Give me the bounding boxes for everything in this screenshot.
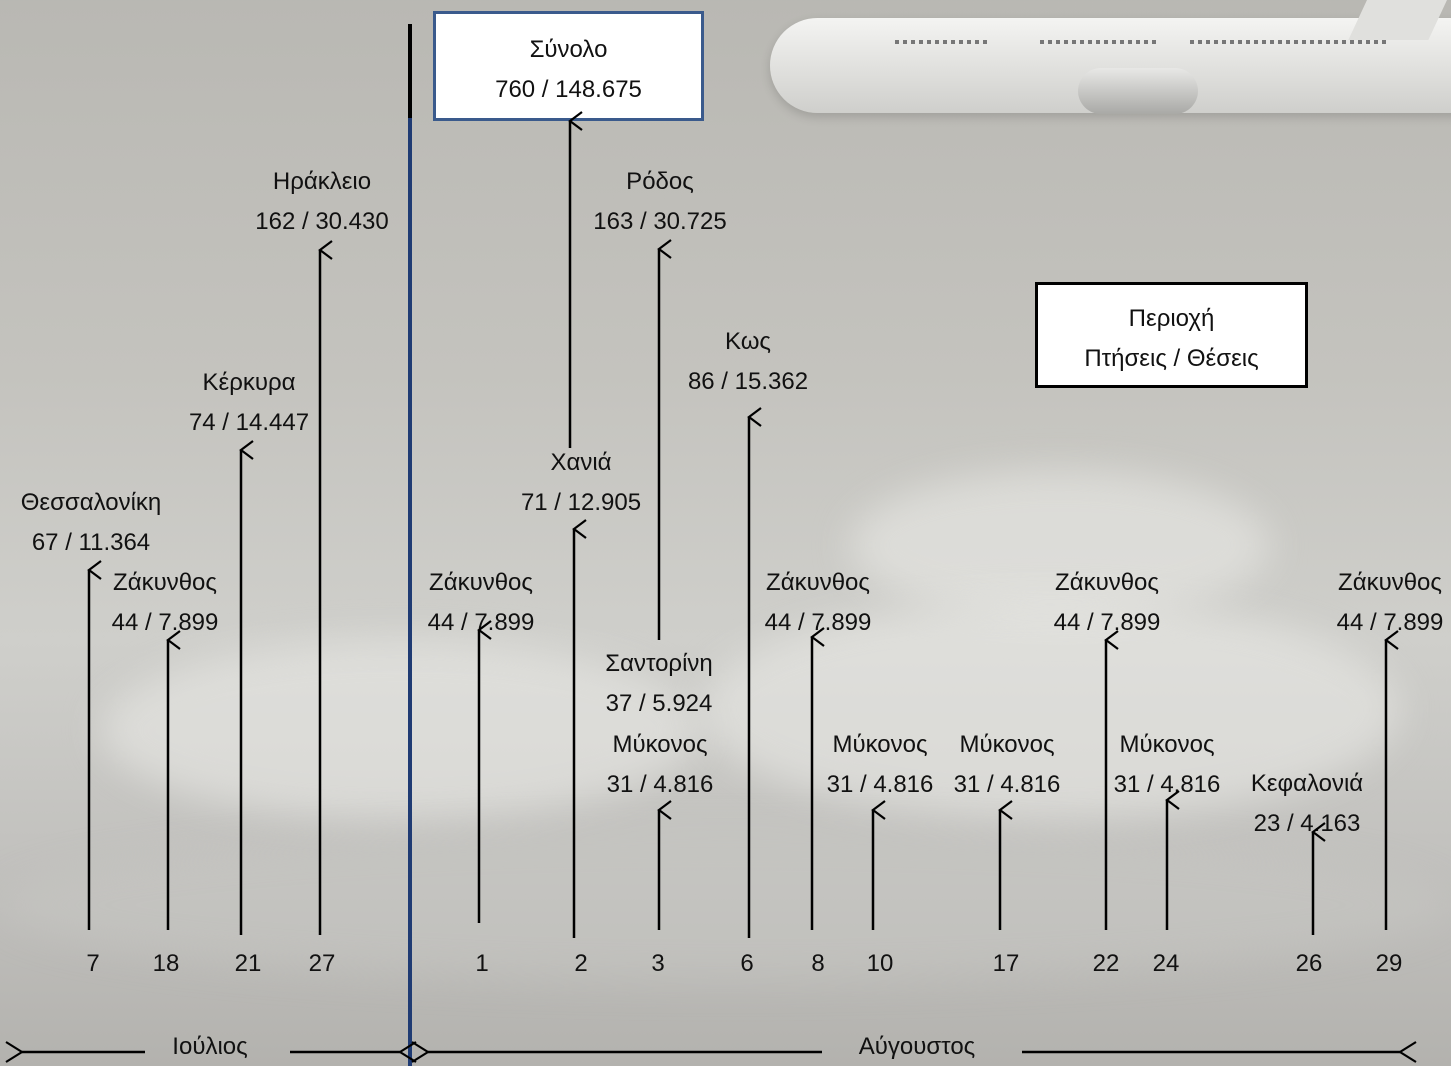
flight-label: Μύκονος 31 / 4.816 xyxy=(607,725,714,805)
flight-label: Σαντορίνη 37 / 5.924 xyxy=(605,644,713,724)
flight-label: Κέρκυρα 74 / 14.447 xyxy=(189,363,309,443)
total-title: Σύνολο xyxy=(529,36,608,63)
day-number: 10 xyxy=(866,950,894,977)
flight-label: Κως 86 / 15.362 xyxy=(688,322,808,402)
day-number: 2 xyxy=(574,950,588,977)
total-value: 760 / 148.675 xyxy=(495,76,642,103)
flight-label: Θεσσαλονίκη 67 / 11.364 xyxy=(21,483,162,563)
flight-city: Ζάκυνθος xyxy=(113,569,217,596)
flight-value: 162 / 30.430 xyxy=(255,208,389,235)
flight-city: Σαντορίνη xyxy=(605,650,713,677)
flight-label: Μύκονος 31 / 4.816 xyxy=(954,725,1061,805)
background-cloud xyxy=(100,640,700,820)
flight-value: 23 / 4.163 xyxy=(1253,810,1361,837)
flight-value: 163 / 30.725 xyxy=(593,208,727,235)
legend-box: Περιοχή Πτήσεις / Θέσεις xyxy=(1035,282,1308,388)
flight-city: Κεφαλονιά xyxy=(1250,770,1364,797)
day-number: 24 xyxy=(1152,950,1180,977)
flight-city: Μύκονος xyxy=(1119,731,1215,758)
flight-city: Ζάκυνθος xyxy=(766,569,870,596)
flight-value: 37 / 5.924 xyxy=(605,690,713,717)
flight-city: Μύκονος xyxy=(612,731,708,758)
flight-city: Ζάκυνθος xyxy=(1055,569,1159,596)
flight-city: Μύκονος xyxy=(832,731,928,758)
day-number: 3 xyxy=(651,950,665,977)
day-number: 1 xyxy=(475,950,489,977)
flight-label: Ζάκυνθος 44 / 7.899 xyxy=(112,563,219,643)
flight-city: Χανιά xyxy=(550,449,612,476)
day-number: 29 xyxy=(1375,950,1403,977)
day-number: 18 xyxy=(152,950,180,977)
flight-label: Κεφαλονιά 23 / 4.163 xyxy=(1251,764,1363,844)
day-number: 22 xyxy=(1092,950,1120,977)
flight-city: Θεσσαλονίκη xyxy=(20,489,162,516)
legend-region-label: Περιοχή xyxy=(1128,305,1215,332)
flight-label: Ρόδος 163 / 30.725 xyxy=(593,162,726,242)
flight-city: Ρόδος xyxy=(626,168,694,195)
day-number: 6 xyxy=(740,950,754,977)
flight-value: 31 / 4.816 xyxy=(606,771,714,798)
flight-value: 31 / 4.816 xyxy=(826,771,934,798)
month-label-july: Ιούλιος xyxy=(172,1033,248,1060)
flight-value: 74 / 14.447 xyxy=(188,409,310,436)
flight-value: 31 / 4.816 xyxy=(953,771,1061,798)
day-number: 7 xyxy=(86,950,100,977)
flight-city: Μύκονος xyxy=(959,731,1055,758)
flight-label: Μύκονος 31 / 4.816 xyxy=(827,725,934,805)
flight-city: Ζάκυνθος xyxy=(429,569,533,596)
legend-flights-seats-label: Πτήσεις / Θέσεις xyxy=(1084,345,1259,372)
flight-value: 67 / 11.364 xyxy=(31,529,151,556)
flight-label: Ηράκλειο 162 / 30.430 xyxy=(255,162,388,242)
flight-city: Ζάκυνθος xyxy=(1338,569,1442,596)
flight-city: Κως xyxy=(724,328,772,355)
day-number: 21 xyxy=(234,950,262,977)
flight-value: 71 / 12.905 xyxy=(520,489,642,516)
flight-value: 86 / 15.362 xyxy=(687,368,809,395)
day-number: 8 xyxy=(811,950,825,977)
flight-label: Χανιά 71 / 12.905 xyxy=(521,443,641,523)
background-cloud xyxy=(850,470,1270,620)
day-number: 17 xyxy=(992,950,1020,977)
day-number: 26 xyxy=(1295,950,1323,977)
flight-city: Κέρκυρα xyxy=(202,369,296,396)
day-number: 27 xyxy=(308,950,336,977)
month-label-august: Αύγουστος xyxy=(858,1033,976,1060)
flight-value: 44 / 7.899 xyxy=(111,609,219,636)
flight-city: Ηράκλειο xyxy=(272,168,372,195)
